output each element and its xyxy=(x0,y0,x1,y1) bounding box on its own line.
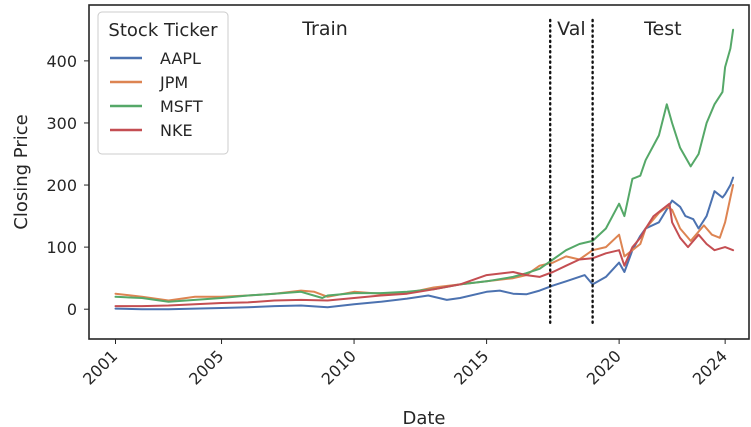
y-axis-ticks: 0 100 200 300 400 xyxy=(46,52,89,319)
legend-box xyxy=(97,11,229,155)
series-line-aapl xyxy=(114,176,735,311)
region-labels: Train Val Test xyxy=(301,18,681,40)
y-tick-label: 300 xyxy=(46,114,77,133)
series-lines xyxy=(114,28,735,311)
split-lines xyxy=(549,18,594,327)
legend: Stock Ticker AAPL JPM MSFT NKE xyxy=(97,11,229,155)
x-axis-label: Date xyxy=(402,408,445,427)
y-tick-label: 200 xyxy=(46,176,77,195)
plot-frame xyxy=(88,4,750,340)
legend-label-msft: MSFT xyxy=(160,97,203,116)
region-label-test: Test xyxy=(643,18,681,40)
legend-label-jpm: JPM xyxy=(159,73,188,92)
y-tick-label: 400 xyxy=(46,52,77,71)
legend-entries: AAPL JPM MSFT NKE xyxy=(110,49,203,140)
region-label-train: Train xyxy=(301,18,348,40)
region-label-val: Val xyxy=(557,18,585,40)
legend-title: Stock Ticker xyxy=(108,20,218,41)
series-line-msft xyxy=(114,28,735,303)
y-tick-label: 100 xyxy=(46,238,77,257)
y-tick-label: 0 xyxy=(67,300,77,319)
legend-label-aapl: AAPL xyxy=(160,49,201,68)
series-line-nke xyxy=(114,202,735,308)
legend-label-nke: NKE xyxy=(160,121,193,140)
y-axis-label: Closing Price xyxy=(11,114,32,229)
